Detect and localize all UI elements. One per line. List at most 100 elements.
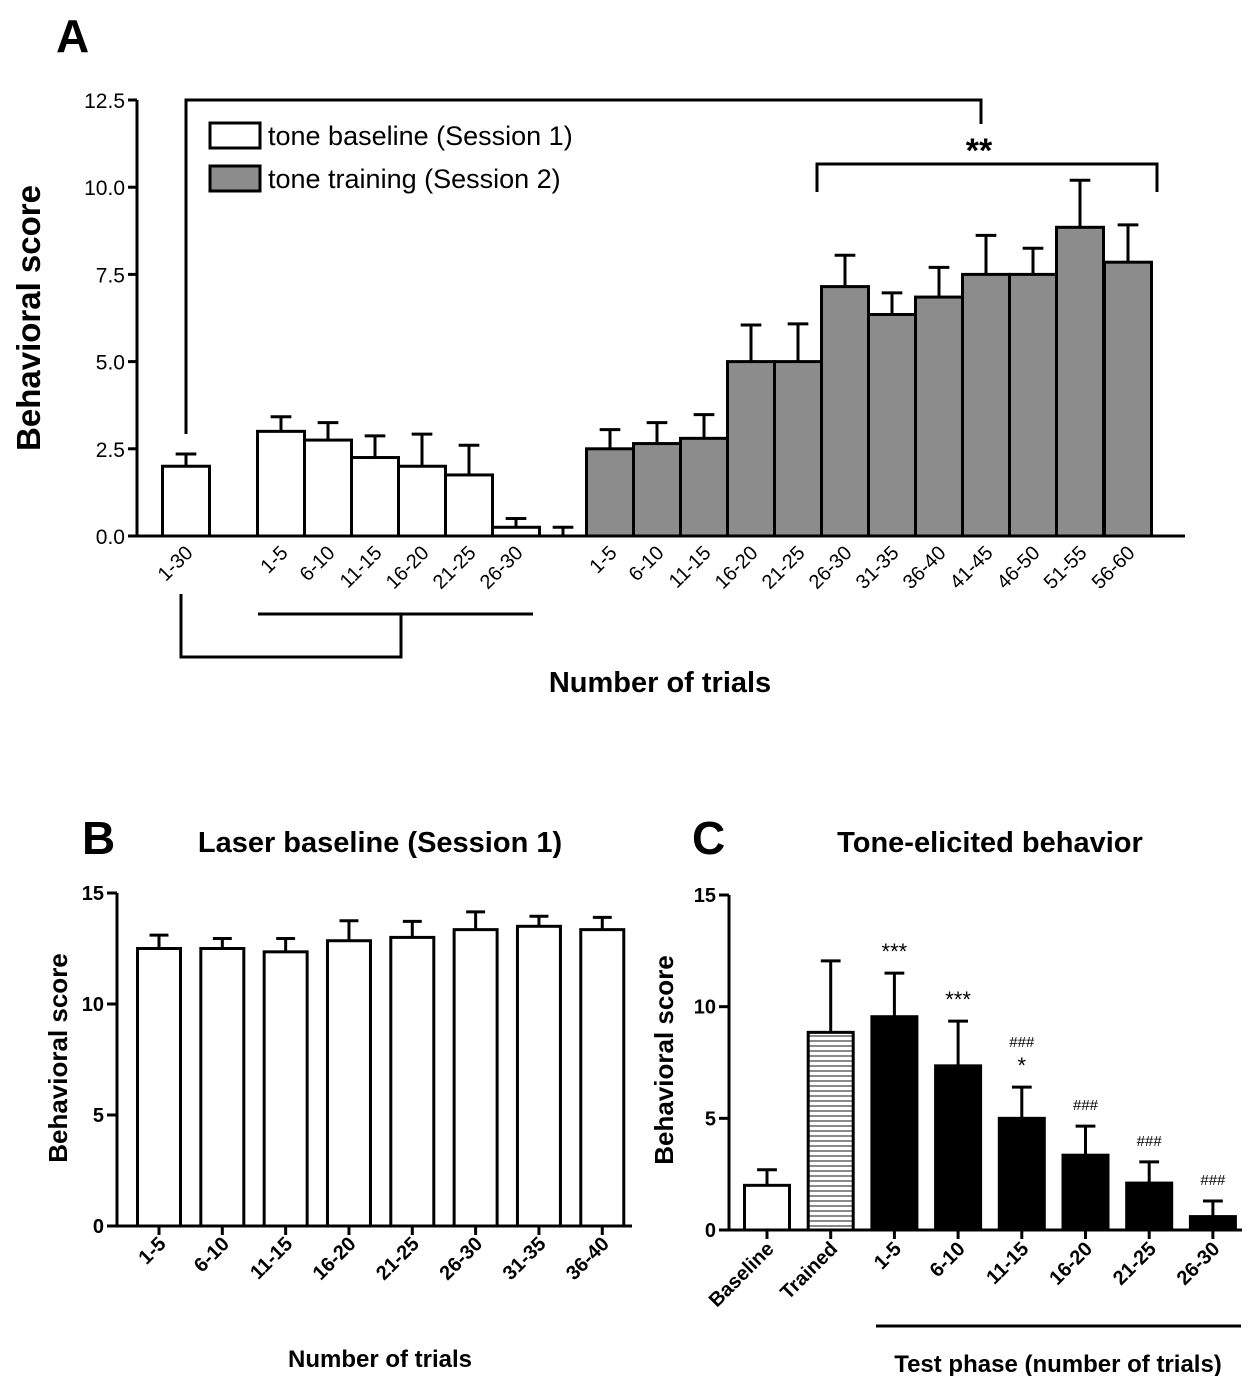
bar-laser (452, 928, 499, 1228)
panel-b-xtick-label: 16-20 (309, 1233, 361, 1285)
bar-training (679, 436, 729, 538)
panel-a-xtick-label: 36-40 (899, 542, 951, 594)
panel-a-xtick-label: 21-25 (758, 542, 810, 594)
panel-b-xtick-label: 36-40 (562, 1233, 614, 1285)
panel-b-xtick-label: 31-35 (499, 1233, 551, 1285)
panel-c: C Tone-elicited behavior Behavioral scor… (649, 812, 1242, 1376)
panel-c-xtick-label: Trained (776, 1238, 842, 1304)
bar-training (1008, 272, 1058, 538)
panel-a-ytick-label: 7.5 (96, 264, 125, 287)
panel-a-ytick-label: 12.5 (84, 90, 125, 113)
panel-c-xtick-label: 16-20 (1045, 1238, 1097, 1290)
panel-a-xtick-label: 16-20 (382, 542, 434, 594)
bar-training (585, 447, 635, 538)
panel-b-plot: 0 5 10 15 1-5 6-10 11-15 16-20 21-25 26-30 31-35 36… (82, 883, 632, 1285)
panel-b-xtick-label: 6-10 (190, 1233, 234, 1277)
legend-label-baseline: tone baseline (Session 1) (268, 121, 573, 151)
panel-a-xtick-label: 31-35 (852, 542, 904, 594)
panel-a-xtick-label: 41-45 (946, 542, 998, 594)
bar-training (820, 285, 870, 538)
bar-training (773, 360, 823, 538)
panel-c-xtick-label: 6-10 (926, 1238, 970, 1282)
significance-hashes: ### (1200, 1172, 1226, 1189)
panel-a-letter: A (56, 10, 89, 62)
panel-a-xtick-label: 16-20 (711, 542, 763, 594)
bar-tone (806, 1030, 855, 1232)
significance-stars: ** (966, 132, 993, 170)
panel-b-xlabel: Number of trials (288, 1346, 472, 1373)
panel-c-xtick-label: 26-30 (1173, 1238, 1225, 1290)
panel-c-ytick-label: 5 (705, 1108, 716, 1130)
bar-tone (743, 1183, 791, 1232)
panel-a-xtick-label: 1-30 (154, 542, 198, 586)
panel-a-brackets (179, 98, 1159, 659)
panel-b-xtick-label: 26-30 (435, 1233, 487, 1285)
panel-a-ytick-label: 10.0 (84, 177, 125, 200)
panel-a-xtick-label: 51-55 (1040, 542, 1092, 594)
panel-a-xtick-label: 11-15 (336, 542, 387, 593)
panel-a-ylabel: Behavioral score (10, 185, 47, 451)
panel-c-xtick-label: 21-25 (1109, 1238, 1161, 1290)
panel-c-ytick-label: 10 (694, 997, 716, 1019)
panel-a-xtick-label: 11-15 (665, 542, 716, 593)
bar-tone (934, 1064, 983, 1232)
panel-a-ytick-label: 2.5 (96, 439, 125, 462)
bar-training (961, 272, 1011, 538)
significance-stars: * (1018, 1053, 1027, 1078)
bar-baseline (491, 525, 541, 538)
significance-hashes: ### (1137, 1133, 1163, 1150)
panel-a-ytick-label: 0.0 (96, 526, 125, 549)
bar-tone (870, 1015, 919, 1232)
panel-c-letter: C (692, 812, 725, 864)
panel-a-xtick-label: 1-5 (586, 542, 622, 578)
bar-baseline (303, 438, 353, 538)
bar-baseline (397, 464, 447, 538)
bar-training (1103, 260, 1153, 538)
legend-swatch-baseline (208, 121, 262, 150)
bar-laser (136, 947, 182, 1228)
legend-label-training: tone training (Session 2) (268, 164, 561, 194)
significance-hashes: ### (1009, 1034, 1035, 1051)
bar-tone (1188, 1215, 1237, 1232)
panel-b-title: Laser baseline (Session 1) (198, 827, 562, 859)
panel-a-xtick-label: 6-10 (296, 542, 340, 586)
panel-a-xtick-label: 26-30 (805, 542, 857, 594)
panel-b: B Laser baseline (Session 1) Behavioral … (43, 812, 632, 1373)
bar-training (867, 313, 917, 538)
panel-b-xtick-label: 1-5 (135, 1233, 171, 1269)
bar-training (1055, 225, 1105, 538)
panel-a-legend: tone baseline (Session 1) tone training … (208, 121, 573, 194)
bar-laser (199, 947, 246, 1228)
panel-a-xtick-label: 46-50 (993, 542, 1045, 594)
bar-laser (389, 935, 436, 1228)
bar-baseline (256, 429, 306, 538)
panel-a-xlabel: Number of trials (549, 667, 771, 699)
panel-b-ytick-label: 0 (93, 1216, 104, 1238)
panel-b-ytick-label: 10 (82, 994, 104, 1016)
bracket-top (184, 98, 983, 434)
bar-training (726, 360, 776, 538)
significance-stars: *** (882, 939, 908, 964)
bar-laser (579, 928, 626, 1228)
bar-baseline (161, 464, 211, 538)
panel-c-xtick-label: 11-15 (982, 1238, 1033, 1289)
significance-stars: *** (945, 987, 971, 1012)
panel-c-ytick-label: 15 (694, 885, 716, 907)
panel-a-xtick-label: 6-10 (625, 542, 669, 586)
significance-hashes: ### (1073, 1097, 1099, 1114)
panel-b-ytick-label: 15 (82, 883, 104, 905)
bar-tone (1061, 1153, 1110, 1232)
bar-training (914, 295, 964, 538)
panel-b-xtick-label: 21-25 (372, 1233, 424, 1285)
bracket-bottom (179, 594, 403, 659)
panel-c-xtick-label: 1-5 (870, 1238, 906, 1274)
panel-b-xtick-label: 11-15 (246, 1233, 297, 1284)
bar-tone (1125, 1181, 1174, 1232)
bar-laser (515, 924, 562, 1228)
panel-c-xtick-label: Baseline (705, 1238, 779, 1312)
bracket-training (815, 162, 1159, 192)
panel-a: A Behavioral score Number of trials tone… (10, 10, 1185, 699)
panel-a-xtick-label: 26-30 (476, 542, 528, 594)
